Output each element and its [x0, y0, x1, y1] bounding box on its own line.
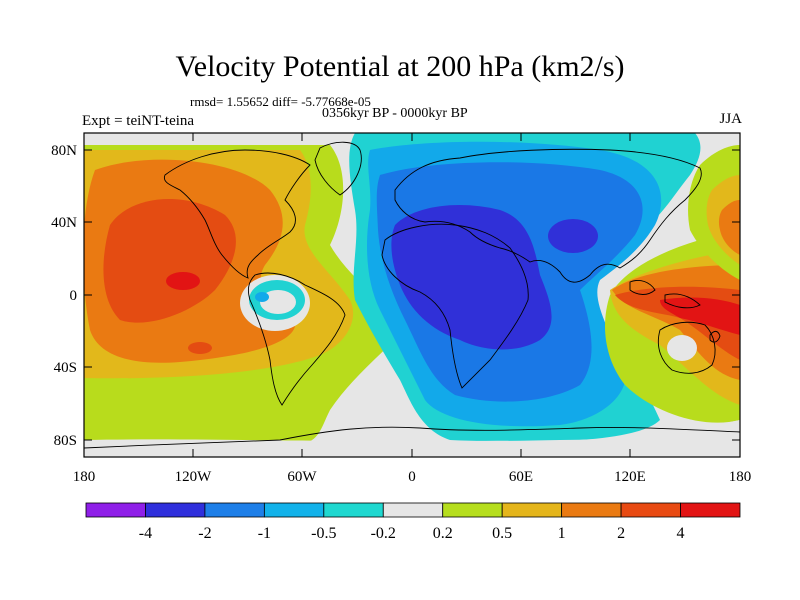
- season-label: JJA: [719, 111, 742, 127]
- colorbar-swatch: [382, 502, 444, 518]
- colorbar-label: 0.2: [433, 525, 453, 542]
- coastlines: [84, 141, 740, 449]
- colorbar-label: -2: [198, 525, 211, 542]
- colorbar-swatch: [442, 502, 503, 518]
- contour-zero-australia: [667, 335, 697, 361]
- colorbar-label: -0.2: [371, 525, 396, 542]
- x-tick-label: 0: [408, 469, 416, 485]
- colorbar-label: -0.5: [311, 525, 336, 542]
- colorbar-swatch: [561, 502, 622, 518]
- x-axis-labels: 180 120W 60W 0 60E 120E 180: [73, 469, 752, 485]
- contour-zero-antarctic: [84, 420, 740, 457]
- x-tick-label: 60W: [287, 469, 317, 485]
- x-tick-label: 180: [73, 469, 96, 485]
- rmsd-diff-stats: rmsd= 1.55652 diff= -5.77668e-05: [190, 94, 371, 109]
- y-axis-ticks: [84, 149, 740, 441]
- colorbar-label: 4: [677, 525, 685, 542]
- y-tick-label: 0: [70, 288, 78, 304]
- y-tick-label: 40N: [51, 215, 77, 231]
- contour-pos-1-ne-pacific: [718, 200, 740, 255]
- colorbar-label: 1: [558, 525, 566, 542]
- colorbar-swatch: [263, 502, 325, 518]
- contour-neg-4-asia: [548, 219, 598, 253]
- colorbar-label: -4: [139, 525, 152, 542]
- colorbar-swatch: [323, 502, 384, 518]
- colorbar-swatch: [85, 502, 146, 518]
- colorbar-swatch: [145, 502, 206, 518]
- x-tick-label: 120E: [614, 469, 646, 485]
- y-axis-labels: 80N 40N 0 40S 80S: [51, 143, 77, 449]
- colorbar-swatch: [501, 502, 563, 518]
- colorbar-label: 0.5: [492, 525, 512, 542]
- page-title: Velocity Potential at 200 hPa (km2/s): [175, 50, 625, 83]
- contour-neg-4-africa: [391, 205, 552, 350]
- x-tick-label: 120W: [175, 469, 213, 485]
- experiment-label: Expt = teiNT-teina: [82, 113, 195, 129]
- contour-zero-amazon-core: [260, 290, 296, 314]
- x-tick-label: 180: [729, 469, 752, 485]
- colorbar-label: -1: [258, 525, 271, 542]
- colorbar-swatch: [204, 502, 265, 518]
- colorbar: -4 -2 -1 -0.5 -0.2 0.2 0.5 1 2 4: [85, 502, 741, 542]
- y-tick-label: 80S: [54, 433, 77, 449]
- velocity-potential-field: [84, 133, 740, 457]
- y-tick-label: 80N: [51, 143, 77, 159]
- contour-pos-2-pacific: [103, 198, 236, 323]
- y-tick-label: 40S: [54, 360, 77, 376]
- x-tick-label: 60E: [509, 469, 533, 485]
- contour-neg-1-amazon: [255, 292, 269, 302]
- colorbar-label: 2: [617, 525, 625, 542]
- colorbar-swatch: [680, 502, 741, 518]
- contour-pos-2-south-pacific: [188, 342, 212, 354]
- period-label: 0356kyr BP - 0000kyr BP: [322, 106, 468, 121]
- colorbar-swatch: [620, 502, 681, 518]
- x-axis-ticks: [83, 133, 741, 457]
- contour-pos-4-pacific: [166, 272, 200, 290]
